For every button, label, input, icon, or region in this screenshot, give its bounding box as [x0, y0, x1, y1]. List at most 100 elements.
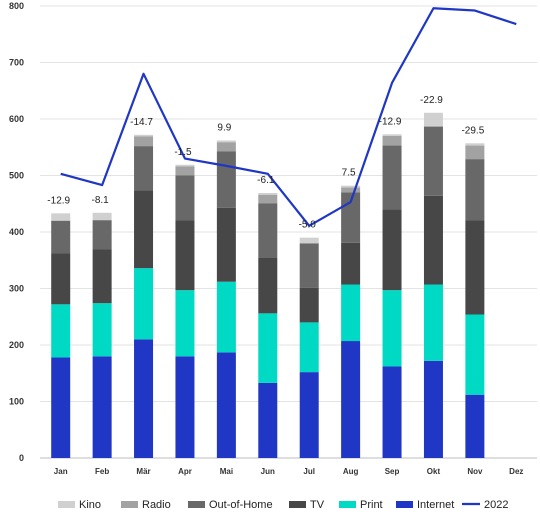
bar-out-of-home-4: [216, 151, 236, 208]
y-tick-label: 400: [9, 227, 24, 237]
x-tick-label: Dez: [509, 467, 523, 476]
bar-out-of-home-10: [465, 159, 485, 221]
annotation-label: -12.9: [379, 116, 402, 127]
bar-internet-6: [299, 372, 319, 458]
bar-print-9: [423, 284, 443, 361]
annotation-label: 7.5: [342, 168, 356, 179]
x-tick-label: Jun: [261, 467, 275, 476]
bar-print-0: [51, 304, 71, 358]
x-tick-label: Jul: [303, 467, 315, 476]
bar-kino-7: [341, 185, 361, 188]
bar-internet-2: [134, 339, 154, 458]
y-tick-label: 600: [9, 114, 24, 124]
bar-internet-1: [92, 356, 112, 458]
bar-radio-4: [216, 142, 236, 152]
x-tick-label: Mär: [136, 467, 150, 476]
bar-kino-4: [216, 140, 236, 143]
bar-internet-4: [216, 352, 236, 458]
x-tick-label: Feb: [95, 467, 109, 476]
bar-kino-2: [134, 134, 154, 137]
annotation-label: -12.9: [47, 195, 70, 206]
bar-kino-9: [423, 112, 443, 126]
bar-kino-0: [51, 213, 71, 221]
bar-tv-3: [175, 220, 195, 291]
bar-print-3: [175, 290, 195, 357]
bar-out-of-home-0: [51, 220, 71, 254]
bar-tv-10: [465, 220, 485, 315]
bar-print-10: [465, 314, 485, 395]
bar-kino-3: [175, 164, 195, 167]
legend-label: 2022: [484, 499, 508, 511]
annotation-label: -14.7: [130, 117, 153, 128]
bar-tv-5: [258, 257, 278, 314]
legend-label: Internet: [417, 499, 454, 511]
bar-tv-8: [382, 209, 402, 291]
x-tick-label: Jan: [54, 467, 68, 476]
line-series-2022: [60, 7, 517, 227]
bar-kino-8: [382, 134, 402, 136]
bar-radio-10: [465, 145, 485, 160]
legend-swatch-tv: [289, 501, 306, 508]
bar-print-2: [134, 268, 154, 340]
bar-out-of-home-8: [382, 145, 402, 210]
bar-internet-9: [423, 360, 443, 458]
bar-internet-3: [175, 356, 195, 458]
bar-internet-7: [341, 341, 361, 458]
bar-print-6: [299, 322, 319, 373]
y-tick-label: 200: [9, 340, 24, 350]
legend-label: Print: [360, 499, 383, 511]
bar-print-7: [341, 284, 361, 342]
bar-tv-6: [299, 287, 319, 323]
bar-out-of-home-9: [423, 126, 443, 196]
annotation-label: -29.5: [461, 125, 484, 136]
bar-internet-0: [51, 357, 71, 458]
bar-tv-9: [423, 195, 443, 285]
annotation-label: -6.1: [257, 175, 275, 186]
bar-kino-1: [92, 212, 112, 221]
bar-tv-4: [216, 207, 236, 282]
legend-swatch-kino: [58, 501, 75, 508]
bar-print-8: [382, 290, 402, 367]
bar-out-of-home-3: [175, 175, 195, 221]
bar-print-1: [92, 303, 112, 357]
bar-internet-8: [382, 366, 402, 458]
bar-kino-6: [299, 237, 319, 244]
x-tick-label: Okt: [427, 467, 441, 476]
bar-radio-2: [134, 136, 154, 147]
y-tick-label: 100: [9, 397, 24, 407]
legend-label: TV: [310, 499, 325, 511]
legend-swatch-print: [339, 501, 356, 508]
bar-kino-5: [258, 193, 278, 195]
bar-internet-5: [258, 382, 278, 458]
bar-out-of-home-1: [92, 220, 112, 250]
bar-radio-8: [382, 135, 402, 146]
y-tick-label: 700: [9, 58, 24, 68]
x-tick-label: Apr: [178, 467, 192, 476]
x-tick-label: Nov: [467, 467, 483, 476]
legend-swatch-internet: [396, 501, 413, 508]
x-tick-label: Mai: [220, 467, 233, 476]
legend-swatch-out-of-home: [188, 501, 205, 508]
legend-swatch-radio: [121, 501, 138, 508]
bar-tv-7: [341, 242, 361, 285]
legend-label: Kino: [79, 499, 101, 511]
annotation-label: 9.9: [217, 122, 231, 133]
annotation-label: -1.5: [174, 147, 192, 158]
bar-kino-10: [465, 143, 485, 146]
y-tick-label: 500: [9, 171, 24, 181]
y-tick-label: 0: [19, 453, 24, 463]
x-tick-label: Aug: [343, 467, 359, 476]
bar-radio-7: [341, 187, 361, 193]
y-tick-label: 800: [9, 1, 24, 11]
bar-tv-1: [92, 249, 112, 304]
bar-print-5: [258, 313, 278, 383]
bar-radio-3: [175, 166, 195, 176]
bar-out-of-home-5: [258, 203, 278, 258]
annotation-label: -8.1: [92, 195, 110, 206]
bar-print-4: [216, 281, 236, 353]
bar-radio-5: [258, 194, 278, 204]
y-tick-label: 300: [9, 284, 24, 294]
bar-out-of-home-6: [299, 243, 319, 288]
